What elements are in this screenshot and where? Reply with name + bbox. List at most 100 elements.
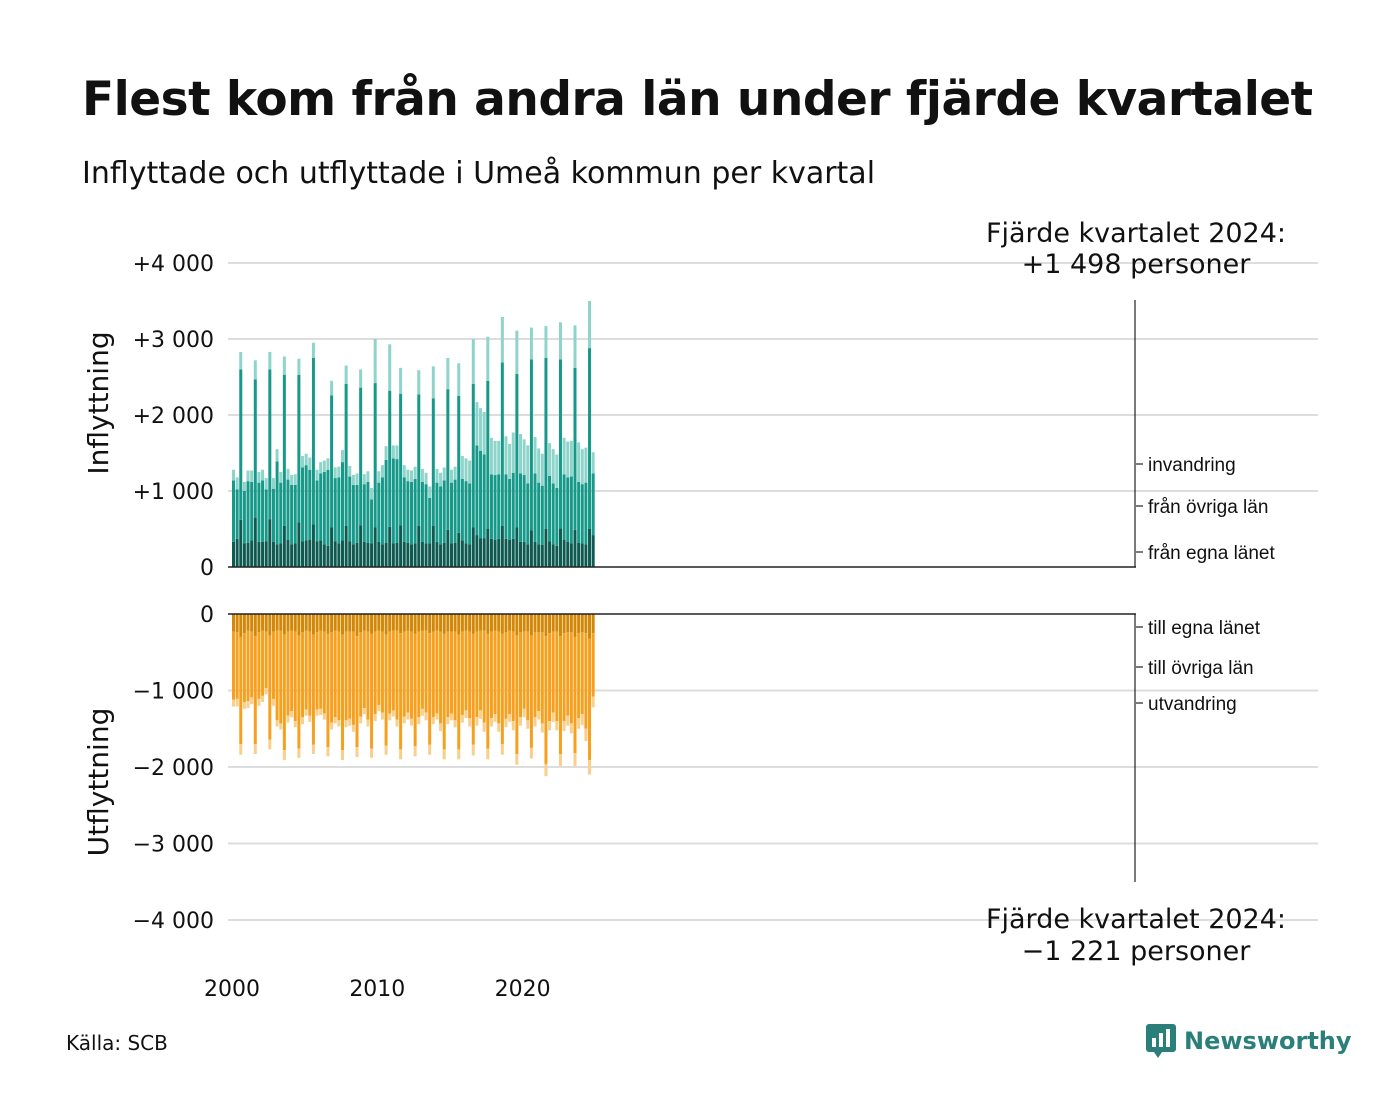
bar-out-2-67	[475, 717, 479, 726]
bar-out-0-30	[340, 614, 344, 635]
bar-out-1-5	[250, 631, 254, 698]
bar-in-2-33	[351, 475, 355, 485]
ytick-out-1: −1 000	[133, 680, 214, 705]
bar-out-1-35	[359, 632, 363, 717]
bar-in-1-41	[380, 477, 384, 545]
bar-in-0-60	[449, 543, 453, 567]
bar-out-0-83	[533, 614, 537, 633]
bar-in-2-62	[457, 363, 461, 396]
bar-in-1-78	[515, 373, 519, 528]
bar-out-2-28	[333, 717, 337, 724]
bar-in-1-97	[584, 482, 588, 545]
annotation-outflow-line2: −1 221 personer	[1022, 936, 1252, 967]
bar-in-2-94	[573, 325, 577, 368]
bar-out-0-67	[475, 614, 479, 632]
bar-in-2-31	[344, 365, 348, 384]
bar-in-1-2	[239, 369, 243, 520]
bar-in-0-34	[355, 542, 359, 567]
bar-in-0-5	[250, 540, 254, 567]
bar-in-2-82	[529, 327, 533, 360]
bar-in-0-47	[402, 541, 406, 567]
bar-in-0-30	[340, 540, 344, 567]
bar-in-2-7	[257, 472, 261, 483]
bar-in-1-25	[322, 472, 326, 545]
bar-out-1-4	[246, 630, 250, 702]
bar-in-2-78	[515, 330, 519, 374]
ylabel-outflow: Utflyttning	[82, 708, 115, 857]
bar-in-0-18	[297, 522, 301, 567]
bar-in-0-57	[439, 544, 443, 567]
bar-in-2-48	[406, 469, 410, 482]
bar-out-1-11	[271, 631, 275, 699]
bar-in-0-92	[566, 541, 570, 567]
bar-in-1-31	[344, 383, 348, 526]
bar-out-2-47	[402, 716, 406, 724]
bar-in-2-70	[486, 336, 490, 381]
bar-out-0-69	[482, 614, 486, 631]
bar-out-2-24	[319, 708, 323, 715]
bar-in-2-19	[301, 456, 305, 468]
bar-in-2-47	[402, 465, 406, 478]
bar-in-1-1	[235, 489, 239, 539]
bar-out-0-74	[500, 614, 504, 634]
bar-in-0-87	[548, 541, 552, 567]
bar-in-1-90	[558, 359, 562, 529]
bar-in-2-96	[580, 449, 584, 485]
bar-in-0-82	[529, 530, 533, 567]
bar-out-0-89	[555, 614, 559, 632]
bar-in-0-99	[591, 535, 595, 567]
grid-inflow	[228, 262, 1318, 492]
bar-in-2-89	[555, 454, 559, 488]
bar-out-0-17	[293, 614, 297, 632]
bar-out-0-52	[420, 614, 424, 631]
bar-out-0-94	[573, 614, 577, 637]
bar-in-1-29	[337, 477, 341, 544]
bar-out-0-23	[315, 614, 319, 633]
bar-out-2-65	[468, 718, 472, 727]
bar-in-0-36	[362, 541, 366, 567]
bar-in-1-17	[293, 484, 297, 544]
bar-out-0-41	[380, 614, 384, 632]
ytick-out-2: −2 000	[133, 756, 214, 781]
bar-in-1-74	[500, 362, 504, 526]
bar-in-1-23	[315, 480, 319, 542]
bar-out-1-77	[511, 631, 515, 722]
bar-in-1-0	[232, 480, 235, 542]
bar-out-2-8	[261, 695, 265, 702]
bar-out-0-39	[373, 614, 377, 632]
bar-out-2-60	[449, 713, 453, 721]
bar-out-1-92	[566, 632, 570, 716]
bar-in-2-55	[431, 366, 435, 399]
bar-in-2-79	[519, 434, 523, 474]
bar-in-0-73	[497, 538, 501, 567]
bar-out-2-48	[406, 712, 410, 720]
bar-in-1-37	[366, 481, 370, 543]
bar-out-2-50	[413, 746, 417, 757]
bar-in-2-22	[311, 342, 315, 358]
bar-in-0-68	[479, 538, 483, 567]
bar-in-2-29	[337, 466, 341, 478]
bar-in-1-76	[508, 478, 512, 540]
bar-in-0-98	[588, 529, 592, 567]
axis-lines	[228, 300, 1136, 882]
bar-out-0-80	[522, 614, 526, 632]
y-tick-labels: 0 +1 000 +2 000 +3 000 +4 000 0 −1 000 −2 000 −3…	[133, 252, 214, 934]
bar-in-2-59	[446, 358, 450, 390]
bar-in-0-91	[562, 539, 566, 567]
bar-out-1-14	[282, 634, 286, 751]
bar-in-2-42	[384, 446, 388, 460]
bar-in-1-75	[504, 474, 508, 539]
bar-out-1-51	[417, 631, 421, 718]
bar-out-2-63	[460, 714, 464, 723]
bar-out-0-93	[569, 614, 573, 633]
bar-out-2-80	[522, 708, 526, 718]
bar-out-2-76	[508, 714, 512, 722]
bar-in-2-43	[388, 344, 392, 391]
bar-out-1-79	[519, 632, 523, 718]
bar-in-0-26	[326, 545, 330, 567]
bar-in-1-94	[573, 367, 577, 530]
bar-in-2-39	[373, 339, 377, 384]
bar-out-2-97	[584, 728, 588, 741]
bar-in-2-10	[268, 351, 272, 370]
bar-out-0-49	[410, 614, 414, 632]
